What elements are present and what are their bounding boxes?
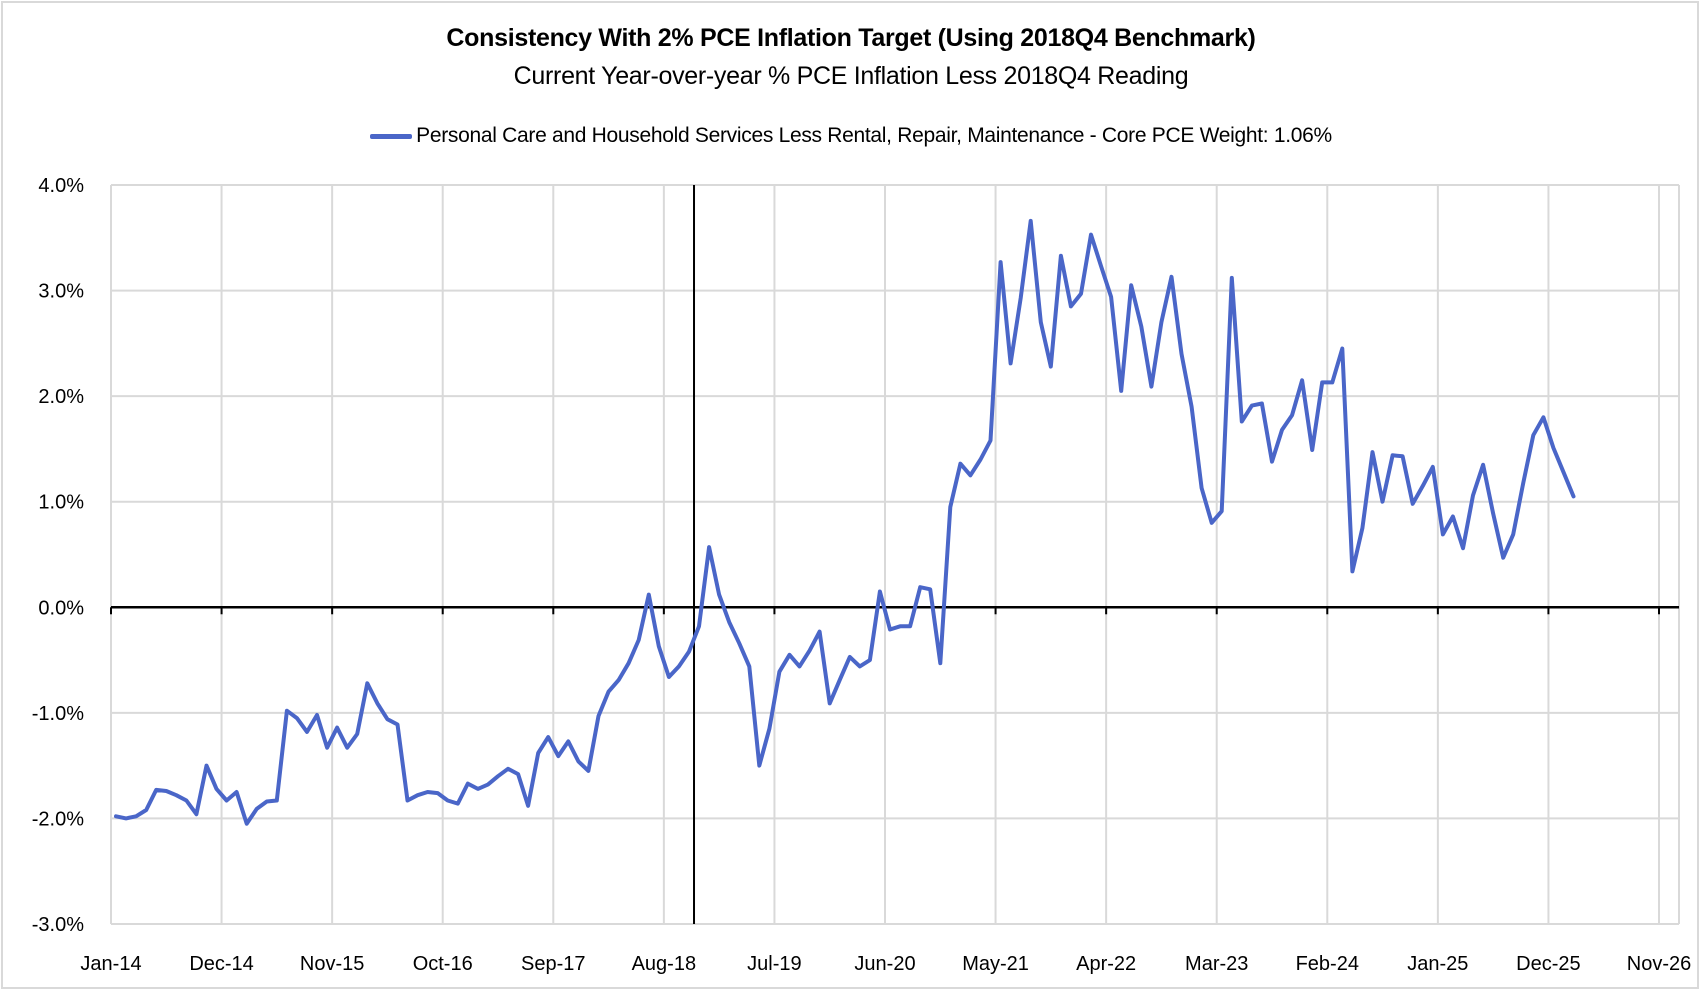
x-tick-label: Nov-26 [1627,953,1691,975]
x-tick-label: Mar-23 [1185,953,1248,975]
y-tick-label: 3.0% [38,281,84,303]
x-tick-label: May-21 [962,953,1029,975]
x-axis [110,606,1679,615]
x-axis-tick-labels: Jan-14 Dec-14 Nov-15 Oct-16 Sep-17 Aug-18 Jul-… [80,953,1691,975]
chart-subtitle: Current Year-over-year % PCE Inflation L… [513,62,1189,90]
chart-title: Consistency With 2% PCE Inflation Target… [446,24,1256,52]
legend: Personal Care and Household Services Les… [0,122,1702,150]
series-group [114,218,1576,826]
series-line [114,218,1576,826]
x-tick-label: Jan-14 [80,953,141,975]
x-tick-label: Dec-25 [1516,953,1580,975]
y-tick-label: -2.0% [32,808,84,830]
x-tick-label: Aug-18 [632,953,697,975]
x-tick-label: Oct-16 [413,953,473,975]
y-tick-label: -3.0% [32,914,84,936]
x-tick-label: Dec-14 [189,953,253,975]
x-tick-label: Jan-25 [1407,953,1468,975]
x-tick-label: Feb-24 [1296,953,1359,975]
y-tick-label: 0.0% [38,597,84,619]
x-tick-label: Nov-15 [300,953,364,975]
y-tick-label: 4.0% [38,175,84,197]
y-tick-label: 1.0% [38,492,84,514]
y-axis-tick-labels: 4.0% 3.0% 2.0% 1.0% 0.0% -1.0% -2.0% -3.0% [32,175,84,936]
legend-swatch [370,133,413,139]
y-tick-label: -1.0% [32,703,84,725]
x-tick-label: Apr-22 [1076,953,1136,975]
legend-label: Personal Care and Household Services Les… [416,124,1332,147]
x-tick-label: Sep-17 [521,953,586,975]
vertical-gridlines [110,185,1680,924]
y-tick-label: 2.0% [38,386,84,408]
x-tick-label: Jun-20 [854,953,915,975]
horizontal-gridlines [111,184,1679,925]
x-tick-label: Jul-19 [747,953,801,975]
